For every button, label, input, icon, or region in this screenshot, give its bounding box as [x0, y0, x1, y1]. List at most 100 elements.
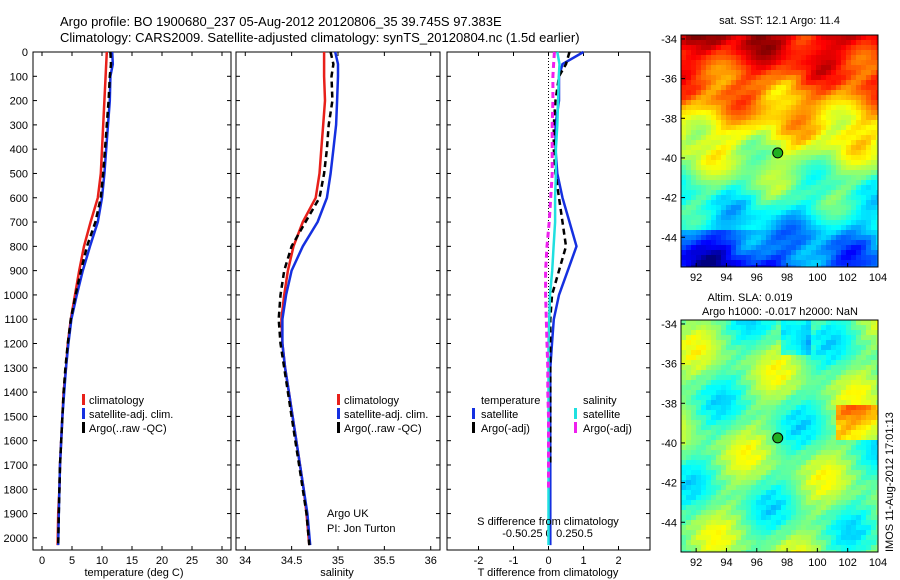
map-cell	[806, 370, 811, 375]
map-cell	[861, 325, 866, 330]
map-cell	[711, 490, 716, 495]
map-cell	[731, 355, 736, 360]
map-cell	[861, 365, 866, 370]
map-cell	[871, 150, 876, 155]
map-cell	[681, 495, 686, 500]
map-cell	[861, 165, 866, 170]
map-cell	[751, 90, 756, 95]
map-cell	[851, 140, 856, 145]
map-cell	[811, 165, 816, 170]
map-cell	[716, 230, 721, 235]
map-cell	[831, 390, 836, 395]
y-tick-label: 0	[22, 47, 28, 59]
map-cell	[746, 350, 751, 355]
map-cell	[811, 110, 816, 115]
map-cell	[811, 265, 816, 267]
map-cell	[841, 415, 846, 420]
map-cell	[746, 150, 751, 155]
map-cell	[766, 170, 771, 175]
map-cell	[871, 190, 876, 195]
map-cell	[861, 475, 866, 480]
map-cell	[736, 480, 741, 485]
y-tick-label: 300	[10, 120, 28, 132]
map-cell	[761, 90, 766, 95]
map-cell	[741, 260, 746, 265]
map-cell	[846, 510, 851, 515]
map-cell	[701, 320, 706, 325]
map-cell	[701, 245, 706, 250]
map-cell	[751, 330, 756, 335]
map-cell	[786, 100, 791, 105]
map-cell	[721, 95, 726, 100]
map-cell	[756, 365, 761, 370]
map-cell	[851, 450, 856, 455]
map-cell	[751, 450, 756, 455]
lon-tick-label: 102	[839, 272, 857, 284]
map-cell	[721, 200, 726, 205]
map-cell	[711, 260, 716, 265]
map-cell	[821, 175, 826, 180]
map-cell	[726, 50, 731, 55]
map-cell	[791, 395, 796, 400]
map-cell	[741, 345, 746, 350]
map-cell	[746, 370, 751, 375]
map-cell	[791, 485, 796, 490]
map-cell	[826, 200, 831, 205]
map-cell	[776, 240, 781, 245]
map-cell	[791, 325, 796, 330]
y-tick-label: 1300	[4, 363, 28, 375]
map-cell	[856, 205, 861, 210]
map-cell	[701, 385, 706, 390]
map-cell	[841, 410, 846, 415]
map-cell	[836, 160, 841, 165]
map-cell	[806, 125, 811, 130]
map-cell	[806, 110, 811, 115]
map-cell	[751, 505, 756, 510]
map-cell	[711, 140, 716, 145]
map-cell	[846, 360, 851, 365]
map-cell	[836, 385, 841, 390]
map-cell	[796, 465, 801, 470]
map-cell	[786, 195, 791, 200]
map-cell	[681, 225, 686, 230]
map-cell	[746, 235, 751, 240]
map-cell	[706, 480, 711, 485]
map-cell	[831, 105, 836, 110]
map-cell	[726, 365, 731, 370]
map-cell	[766, 230, 771, 235]
map-cell	[846, 115, 851, 120]
map-cell	[866, 530, 871, 535]
map-cell	[816, 355, 821, 360]
map-cell	[776, 220, 781, 225]
map-cell	[716, 530, 721, 535]
map-cell	[711, 90, 716, 95]
map-cell	[681, 90, 686, 95]
map-cell	[791, 410, 796, 415]
map-cell	[756, 520, 761, 525]
map-cell	[706, 55, 711, 60]
map-cell	[681, 425, 686, 430]
map-cell	[816, 530, 821, 535]
map-cell	[686, 235, 691, 240]
map-cell	[701, 355, 706, 360]
map-cell	[716, 430, 721, 435]
map-cell	[706, 125, 711, 130]
map-cell	[721, 140, 726, 145]
map-cell	[706, 135, 711, 140]
map-cell	[866, 105, 871, 110]
map-cell	[836, 175, 841, 180]
map-cell	[836, 200, 841, 205]
map-cell	[836, 515, 841, 520]
argo-position-marker	[772, 147, 784, 159]
map-cell	[831, 340, 836, 345]
map-cell	[691, 185, 696, 190]
map-cell	[876, 380, 878, 385]
map-cell	[816, 90, 821, 95]
map-cell	[701, 55, 706, 60]
map-cell	[826, 515, 831, 520]
map-cell	[866, 550, 871, 552]
map-cell	[756, 335, 761, 340]
map-cell	[826, 335, 831, 340]
y-tick-label: 600	[10, 193, 28, 205]
map-cell	[751, 165, 756, 170]
